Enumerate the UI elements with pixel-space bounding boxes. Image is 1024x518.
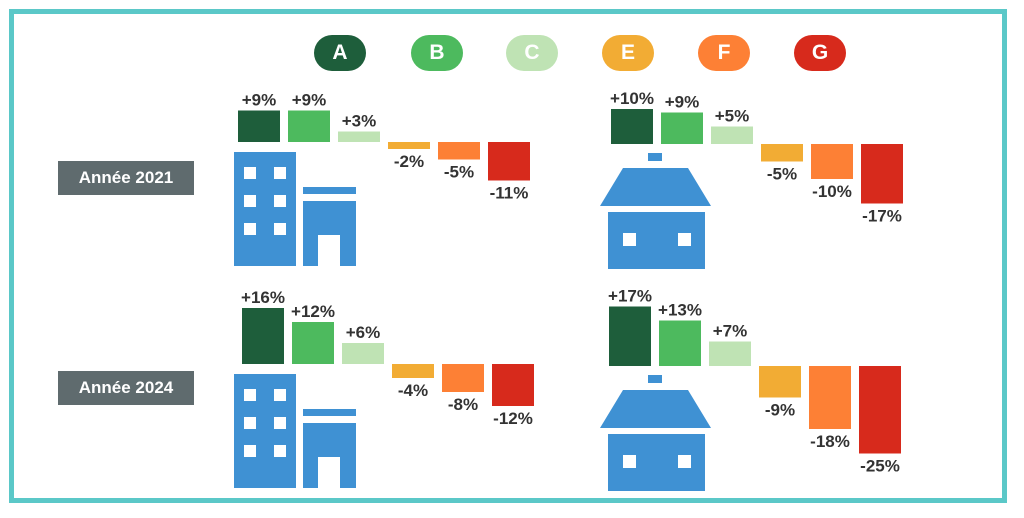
data-label-a-panel-3: +16% — [241, 288, 285, 307]
data-label-c-panel-4: +7% — [713, 322, 748, 341]
data-label-c-panel-3: +6% — [346, 323, 381, 342]
data-label-f-panel-1: -5% — [444, 163, 474, 182]
legend-c: C — [506, 35, 558, 71]
data-label-g-panel-2: -17% — [862, 207, 902, 226]
data-label-f-panel-4: -18% — [810, 432, 850, 451]
bar-g-panel-1 — [488, 142, 530, 181]
bar-b-panel-3 — [292, 322, 334, 364]
bar-e-panel-2 — [761, 144, 803, 162]
legend-g: G — [794, 35, 846, 71]
bar-e-panel-4 — [759, 366, 801, 398]
data-label-e-panel-4: -9% — [765, 401, 795, 420]
legend-e: E — [602, 35, 654, 71]
bar-a-panel-4 — [609, 306, 651, 366]
data-label-f-panel-3: -8% — [448, 395, 478, 414]
data-label-b-panel-3: +12% — [291, 302, 335, 321]
legend-a: A — [314, 35, 366, 71]
apartment-building-icon-2024 — [234, 374, 356, 488]
house-icon-2021 — [600, 153, 711, 269]
data-label-b-panel-1: +9% — [292, 91, 327, 110]
bar-b-panel-2 — [661, 112, 703, 144]
data-label-e-panel-2: -5% — [767, 165, 797, 184]
bar-f-panel-3 — [442, 364, 484, 392]
bar-b-panel-4 — [659, 320, 701, 366]
bar-f-panel-2 — [811, 144, 853, 179]
bar-f-panel-1 — [438, 142, 480, 160]
apartment-building-icon-2021 — [234, 152, 356, 266]
data-label-c-panel-2: +5% — [715, 107, 750, 126]
data-label-a-panel-1: +9% — [242, 91, 277, 110]
bar-g-panel-2 — [861, 144, 903, 204]
data-label-b-panel-2: +9% — [665, 93, 700, 112]
bar-c-panel-4 — [709, 341, 751, 366]
data-label-g-panel-4: -25% — [860, 457, 900, 476]
bar-g-panel-3 — [492, 364, 534, 406]
data-label-a-panel-4: +17% — [608, 287, 652, 306]
bar-c-panel-2 — [711, 126, 753, 144]
bar-g-panel-4 — [859, 366, 901, 454]
house-icon-2024 — [600, 375, 711, 491]
data-label-g-panel-3: -12% — [493, 409, 533, 428]
data-label-a-panel-2: +10% — [610, 89, 654, 108]
bar-e-panel-1 — [388, 142, 430, 149]
bar-f-panel-4 — [809, 366, 851, 429]
data-label-f-panel-2: -10% — [812, 182, 852, 201]
data-label-g-panel-1: -11% — [490, 184, 529, 203]
data-label-e-panel-3: -4% — [398, 381, 428, 400]
year-label-2024: Année 2024 — [58, 371, 194, 405]
data-label-c-panel-1: +3% — [342, 112, 377, 131]
legend-f: F — [698, 35, 750, 71]
data-label-b-panel-4: +13% — [658, 301, 702, 320]
year-label-2021: Année 2021 — [58, 161, 194, 195]
bar-a-panel-1 — [238, 110, 280, 142]
bar-a-panel-3 — [242, 308, 284, 364]
bar-b-panel-1 — [288, 110, 330, 142]
bar-c-panel-3 — [342, 343, 384, 364]
bar-e-panel-3 — [392, 364, 434, 378]
data-label-e-panel-1: -2% — [394, 152, 424, 171]
legend-b: B — [411, 35, 463, 71]
bar-a-panel-2 — [611, 109, 653, 144]
bar-c-panel-1 — [338, 131, 380, 142]
